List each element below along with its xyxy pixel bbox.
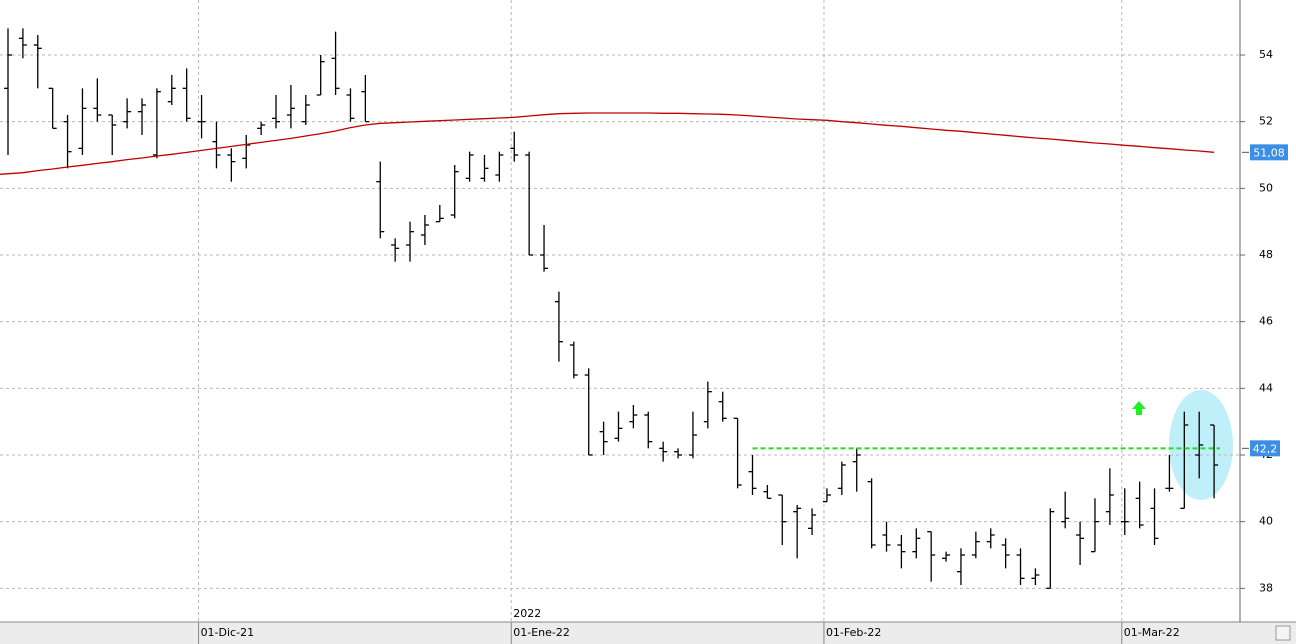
y-tick-label: 46 xyxy=(1259,315,1273,328)
y-tick-label: 44 xyxy=(1259,381,1273,394)
x-tick-label: 01-Mar-22 xyxy=(1124,626,1180,639)
y-tick-label: 54 xyxy=(1259,48,1273,61)
level-value-label: 42,2 xyxy=(1253,442,1278,455)
level-value-box xyxy=(1250,440,1280,457)
x-tick-label: 01-Dic-21 xyxy=(201,626,255,639)
up-arrow xyxy=(1132,401,1146,415)
moving-average xyxy=(0,112,1215,175)
y-tick-label: 48 xyxy=(1259,248,1273,261)
corner-icon xyxy=(1275,625,1291,641)
x-tick-label: 01-Feb-22 xyxy=(826,626,881,639)
ma-value-label: 51,08 xyxy=(1253,146,1285,159)
y-tick-label: 52 xyxy=(1259,115,1273,128)
y-tick-label: 40 xyxy=(1259,515,1273,528)
year-label: 2022 xyxy=(513,607,541,620)
y-tick-label: 50 xyxy=(1259,181,1273,194)
y-tick-label: 38 xyxy=(1259,581,1273,594)
x-axis-band xyxy=(0,622,1296,644)
x-tick-label: 01-Ene-22 xyxy=(513,626,570,639)
ma-value-box xyxy=(1250,144,1288,161)
